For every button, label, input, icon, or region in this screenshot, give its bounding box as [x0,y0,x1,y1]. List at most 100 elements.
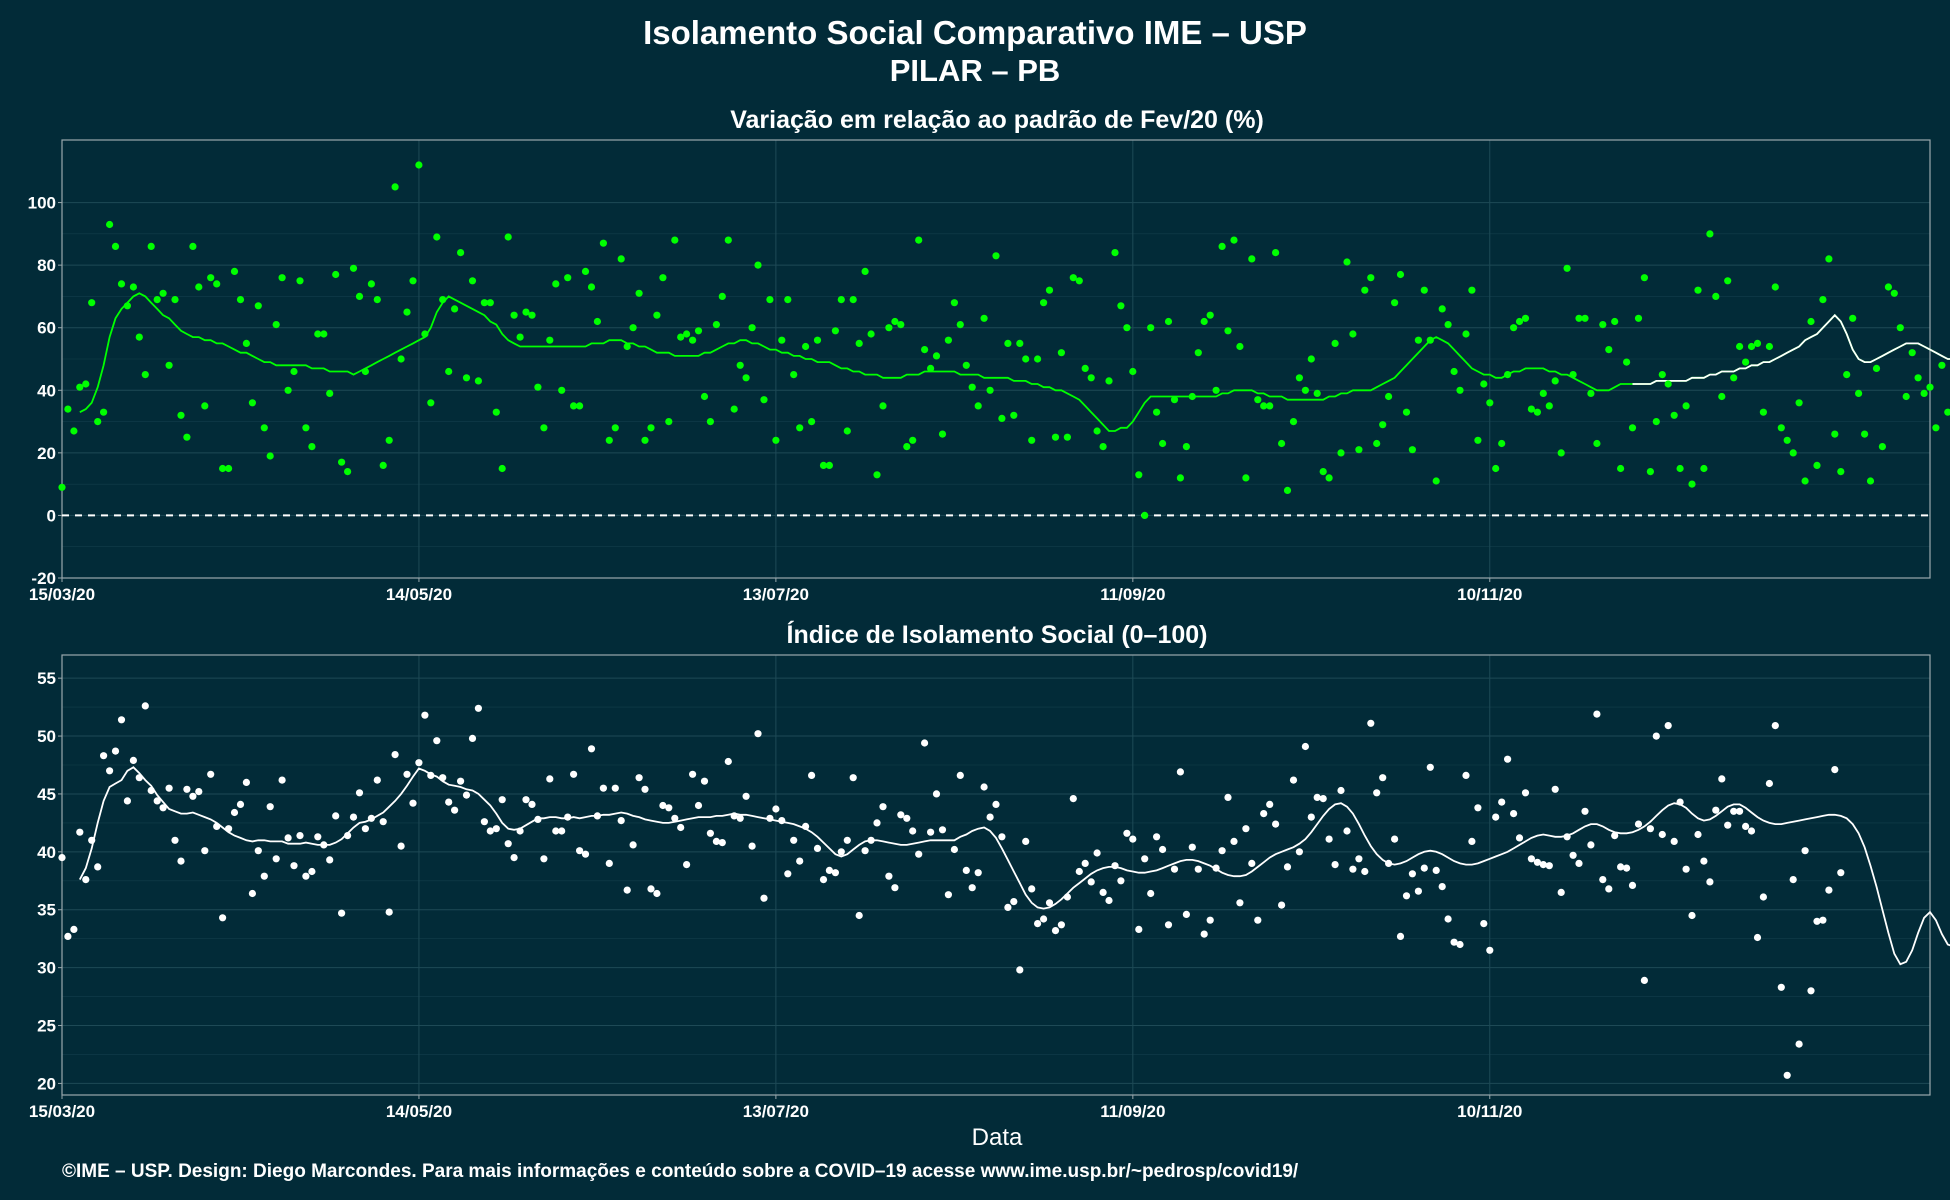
data-point [480,299,488,307]
data-point [778,336,786,344]
data-point [855,339,863,347]
data-point [82,876,90,884]
rolling-mean-line [79,766,1950,966]
data-point [635,289,643,297]
data-point [724,236,732,244]
data-point [938,430,947,438]
data-point [647,885,655,893]
data-point [314,330,322,338]
data-point [849,296,857,304]
data-point [1200,930,1208,938]
data-point [1765,779,1773,788]
data-point [1825,255,1833,263]
data-point [1759,893,1767,901]
data-point [1652,732,1660,740]
data-point [1521,789,1530,797]
data-point [671,814,679,822]
data-point [546,775,554,783]
data-point [135,333,143,341]
x-tick-label: 11/09/20 [1100,585,1165,604]
data-point [1652,418,1660,426]
data-point [1057,349,1065,357]
data-point [278,274,286,282]
data-point [308,443,316,451]
data-point [974,869,982,877]
data-point [391,751,399,759]
data-point [980,314,988,322]
data-point [1587,841,1595,849]
data-point [1783,436,1791,444]
data-point [1016,966,1024,974]
data-point [736,814,744,822]
data-point [272,855,280,863]
data-point [1789,876,1797,884]
data-point [1093,849,1101,857]
data-point [338,909,346,917]
data-point [1676,798,1684,806]
data-point [1081,364,1089,372]
data-point [480,818,488,826]
data-point [1396,932,1405,941]
data-point [1545,862,1553,870]
data-point [332,270,340,279]
data-point [1200,317,1208,326]
plot-frame [61,139,1931,579]
data-point [284,834,292,842]
data-point [1057,921,1065,929]
data-point [1670,411,1678,419]
data-point [1331,339,1339,347]
data-point [219,914,227,922]
data-point [492,825,500,833]
data-point [1539,861,1547,869]
data-point [576,847,584,855]
data-point [1712,806,1720,814]
data-point [1414,336,1422,344]
data-point [1807,317,1815,326]
data-point [706,418,715,426]
data-point [1069,274,1077,282]
data-point [1337,449,1345,457]
data-point [1545,402,1553,410]
data-point [1688,911,1696,920]
data-point [1789,449,1797,457]
data-point [225,464,233,473]
data-point [445,367,453,376]
data-point [927,364,935,372]
data-point [201,847,209,855]
data-point [1831,766,1839,774]
data-point [564,274,572,282]
data-point [700,392,709,401]
data-point [1474,804,1482,812]
data-point [451,305,459,313]
data-point [540,424,548,432]
data-point [516,827,524,835]
data-point [1700,464,1708,473]
data-point [64,405,72,413]
data-point [1742,822,1750,831]
data-point [1349,865,1357,873]
data-point [873,471,881,479]
data-point [1402,408,1411,416]
data-point [1938,361,1946,369]
data-point [891,884,899,892]
data-point [587,745,596,753]
data-point [694,327,703,335]
data-point [1700,857,1708,865]
data-point [1212,386,1220,394]
data-point [1295,374,1303,382]
data-point [1575,314,1583,322]
data-point [659,274,667,282]
data-point [1367,719,1375,727]
data-point [570,770,578,778]
data-point [272,321,280,329]
data-point [1343,827,1351,835]
data-point [201,402,209,410]
data-point [1272,820,1280,828]
data-point [1391,835,1399,843]
data-point [355,292,364,300]
y-tick-label: 80 [37,256,56,275]
data-point [813,336,822,344]
data-point [1295,848,1303,856]
data-point [754,730,762,738]
data-point [1861,430,1869,438]
